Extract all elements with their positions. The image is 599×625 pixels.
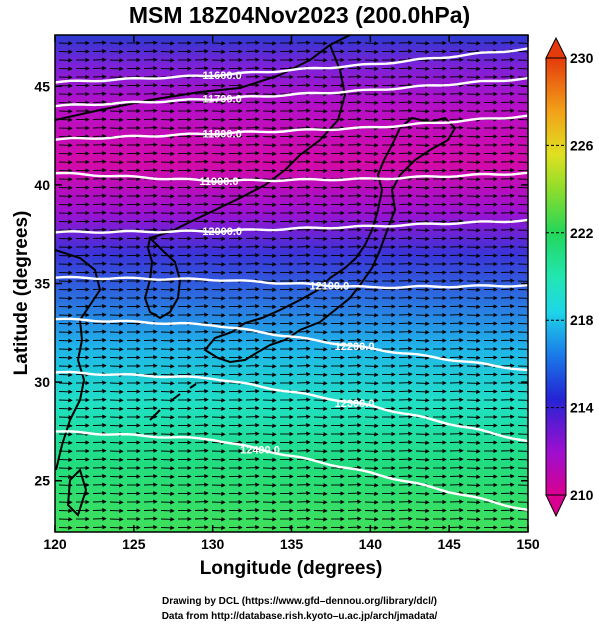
russia-coastline: [55, 35, 351, 239]
geopotential-contours: 11600.0 11700.0 11800.0 11900.0 12000.0 12100…: [55, 47, 528, 512]
y-axis-ticks: 25 30 35 40 45: [34, 78, 528, 489]
colorbar-tick-label: 214: [570, 400, 594, 416]
credit-data-source: Data from http://database.rish.kyoto–u.a…: [161, 611, 438, 622]
colorbar-body: [545, 57, 567, 496]
x-tick-label: 125: [122, 536, 146, 552]
x-tick-label: 145: [437, 536, 461, 552]
y-tick-label: 25: [34, 473, 50, 489]
korea-coastline: [143, 235, 182, 320]
contour-label: 11600.0: [203, 70, 242, 82]
contour-line: [55, 218, 528, 234]
x-tick-label: 140: [359, 536, 383, 552]
taiwan-coastline: [66, 468, 88, 517]
contour-label: 11900.0: [199, 176, 238, 188]
x-axis-label: Longitude (degrees): [199, 558, 383, 579]
y-axis-label: Latitude (degrees): [11, 210, 32, 376]
colorbar-min-triangle: [545, 494, 567, 518]
china-coastline: [55, 249, 102, 471]
x-tick-label: 135: [280, 536, 304, 552]
contour-label: 12000.0: [202, 226, 242, 238]
colorbar: 230 226 222 218 214 210: [545, 36, 594, 518]
contour-line: [55, 47, 528, 84]
credit-drawing: Drawing by DCL (https://www.gfd–dennou.o…: [161, 596, 437, 607]
y-tick-label: 30: [34, 374, 50, 390]
colorbar-tick-label: 226: [570, 137, 594, 153]
contour-label: 12200.0: [335, 341, 375, 353]
x-axis-ticks: 120 125 130 135 140 145 150: [43, 35, 540, 552]
colorbar-tick-label: 230: [570, 50, 594, 66]
y-tick-label: 35: [34, 276, 50, 292]
colorbar-tick-label: 222: [570, 225, 594, 241]
colorbar-tick-label: 210: [570, 487, 594, 503]
map-title: MSM 18Z04Nov2023 (200.0hPa): [128, 2, 471, 28]
colorbar-max-triangle: [545, 36, 567, 59]
contour-label: 11700.0: [203, 94, 242, 106]
contour-label: 11800.0: [203, 128, 242, 140]
contour-label: 12300.0: [335, 398, 375, 410]
contour-line: [55, 430, 528, 512]
contour-line: [55, 370, 528, 443]
contour-label: 12400.0: [240, 444, 280, 456]
colorbar-ticks: 230 226 222 218 214 210: [546, 50, 594, 503]
contour-line: [55, 114, 528, 141]
contour-line: [55, 171, 528, 183]
y-tick-label: 45: [34, 78, 50, 94]
x-tick-label: 130: [201, 536, 225, 552]
colorbar-tick-label: 218: [570, 312, 594, 328]
contour-label: 12100.0: [309, 280, 349, 292]
y-tick-label: 40: [34, 177, 50, 193]
ryukyu-islands: [149, 383, 197, 421]
x-tick-label: 150: [516, 536, 540, 552]
x-tick-label: 120: [43, 536, 67, 552]
contour-line: [55, 76, 528, 108]
contour-line: [55, 317, 528, 372]
contour-line: [55, 275, 528, 290]
